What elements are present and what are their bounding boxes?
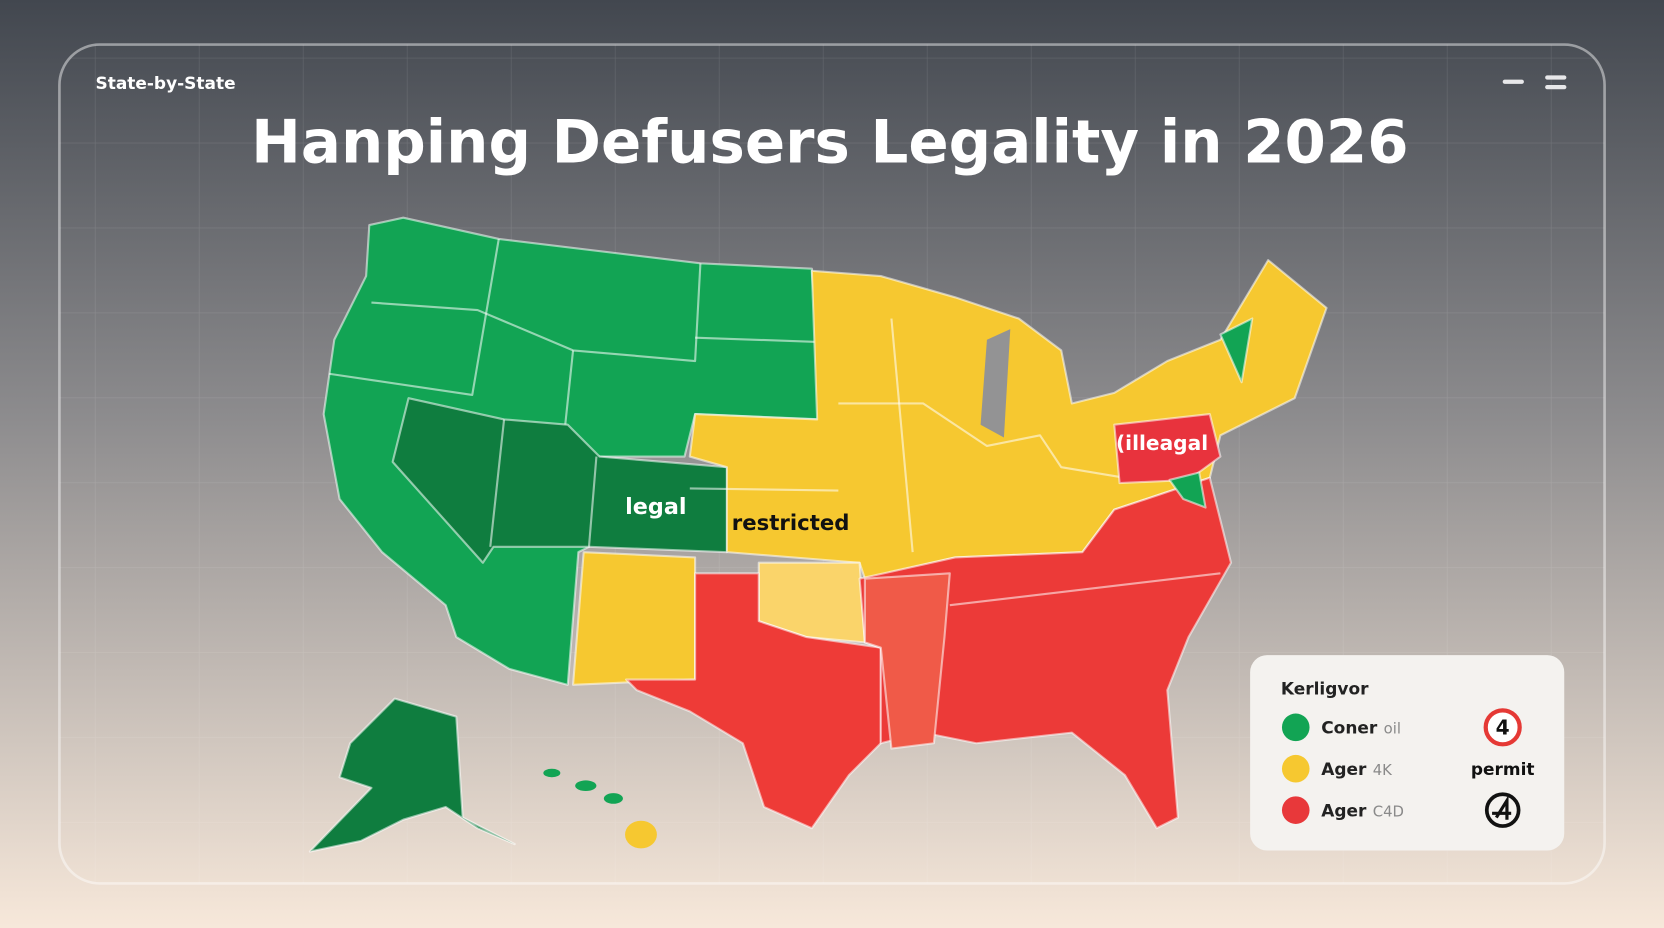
map-label: restricted [732, 511, 850, 536]
state-borders [949, 572, 1221, 607]
island [603, 793, 623, 804]
legend-swatch [1281, 713, 1310, 742]
legend-note: 4K [1373, 761, 1393, 779]
badge-caption: permit [1471, 760, 1535, 780]
legend-label: Ager C4D [1321, 802, 1404, 822]
region-southeast [858, 476, 1233, 830]
legend-name: Coner [1321, 719, 1378, 739]
state-borders [489, 419, 506, 547]
island [625, 820, 657, 849]
state-borders [838, 402, 1126, 479]
region-hawaii [543, 768, 623, 804]
minimize-button[interactable] [1502, 79, 1524, 84]
region-northeast [1113, 413, 1222, 485]
badge-number: 4 [1496, 716, 1510, 740]
map-label: legal [625, 494, 686, 520]
legend-swatch [1281, 754, 1310, 783]
state-borders [695, 336, 818, 343]
region-southwest [572, 551, 697, 686]
legend-title: Kerligvor [1281, 679, 1369, 699]
legend: Kerligvor 4 permit Coner oil Ager 4K Ager C4D [1250, 655, 1565, 851]
icon-glyph [1492, 795, 1512, 820]
map-label: (illeagal [1116, 431, 1208, 455]
state-borders [689, 487, 839, 492]
state-borders [587, 456, 598, 547]
menu-bar [1545, 84, 1567, 90]
region-maryland [1168, 471, 1207, 509]
legend-label: Coner oil [1321, 719, 1401, 739]
title: Hanping Defusers Legality in 2026 [251, 108, 1408, 177]
region-alaska [308, 697, 516, 853]
badge [1483, 708, 1522, 747]
legend-name: Ager [1321, 760, 1367, 780]
region-delta [863, 572, 951, 750]
menu-bar [1545, 75, 1567, 80]
state-borders [890, 318, 914, 553]
island [575, 780, 597, 792]
lake [980, 329, 1011, 438]
legend-swatch [1281, 796, 1310, 824]
legend-note: oil [1384, 720, 1401, 738]
header-label: State-by-State [96, 74, 236, 94]
legend-name: Ager [1321, 802, 1367, 822]
legend-note: C4D [1373, 803, 1404, 821]
us-map: legal restricted (illeagal [308, 216, 1328, 853]
island [543, 768, 561, 778]
icon [1484, 792, 1521, 828]
region-texas [625, 572, 882, 830]
state-borders [328, 238, 500, 397]
legend-box [1250, 655, 1565, 851]
region-vermont [1219, 317, 1254, 384]
legend-label: Ager 4K [1321, 760, 1393, 780]
menu-button[interactable] [1545, 75, 1567, 90]
